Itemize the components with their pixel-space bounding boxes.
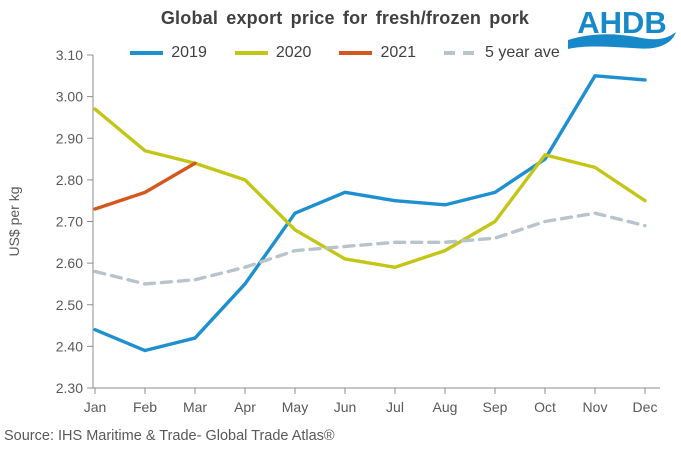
x-tick-label: Oct	[534, 399, 556, 415]
legend-item-2020: 2020	[234, 44, 312, 62]
x-tick-label: Jun	[334, 399, 357, 415]
series-line-2019	[93, 74, 647, 353]
x-tick-label: Nov	[583, 399, 608, 415]
y-tick-label: 2.70	[56, 214, 83, 230]
chart-legend: 2019 2020 2021 5 year ave	[95, 44, 595, 62]
ahdb-logo-wave	[568, 32, 676, 49]
series-line-5-year-ave	[93, 211, 647, 286]
y-axis-title: US$ per kg	[6, 186, 22, 256]
legend-swatch-2019	[130, 51, 164, 55]
y-tick-label: 2.90	[56, 130, 83, 146]
series-line-2021	[93, 161, 197, 211]
y-tick-label: 2.50	[56, 297, 83, 313]
series-line-2020	[93, 107, 647, 269]
x-tick-label: Jul	[386, 399, 404, 415]
y-tick-label: 3.00	[56, 89, 83, 105]
legend-item-2019: 2019	[130, 44, 207, 62]
legend-label: 2021	[380, 44, 417, 61]
x-tick-label: Mar	[183, 399, 207, 415]
source-note: Source: IHS Maritime & Trade- Global Tra…	[4, 428, 335, 444]
y-tick-label: 2.60	[56, 255, 83, 271]
axes: 2.30 2.40 2.50 2.60 2.70 2.80 2.90 3.00 3.10 Jan F…	[56, 47, 660, 415]
x-tick-label: May	[282, 399, 308, 415]
y-tick-label: 3.10	[56, 47, 83, 63]
y-tick-label: 2.40	[56, 338, 83, 354]
x-tick-label: Dec	[633, 399, 658, 415]
legend-swatch-5-year-ave	[444, 51, 478, 55]
chart-title: Global export price for fresh/frozen por…	[160, 8, 530, 28]
legend-item-5-year-ave: 5 year ave	[444, 44, 560, 62]
ahdb-logo: AHDB	[568, 5, 676, 49]
legend-label: 5 year ave	[485, 44, 560, 61]
legend-label: 2020	[275, 44, 312, 61]
x-tick-label: Apr	[234, 399, 256, 415]
ahdb-logo-text: AHDB	[577, 5, 667, 40]
y-tick-label: 2.80	[56, 172, 83, 188]
legend-swatch-2021	[339, 51, 373, 55]
y-tick-label: 2.30	[56, 380, 83, 396]
x-tick-label: Sep	[483, 399, 508, 415]
legend-swatch-2020	[234, 51, 268, 55]
legend-item-2021: 2021	[339, 44, 416, 62]
x-tick-label: Aug	[433, 399, 458, 415]
legend-label: 2019	[171, 44, 207, 61]
x-tick-label: Feb	[133, 399, 157, 415]
x-tick-label: Jan	[84, 399, 107, 415]
